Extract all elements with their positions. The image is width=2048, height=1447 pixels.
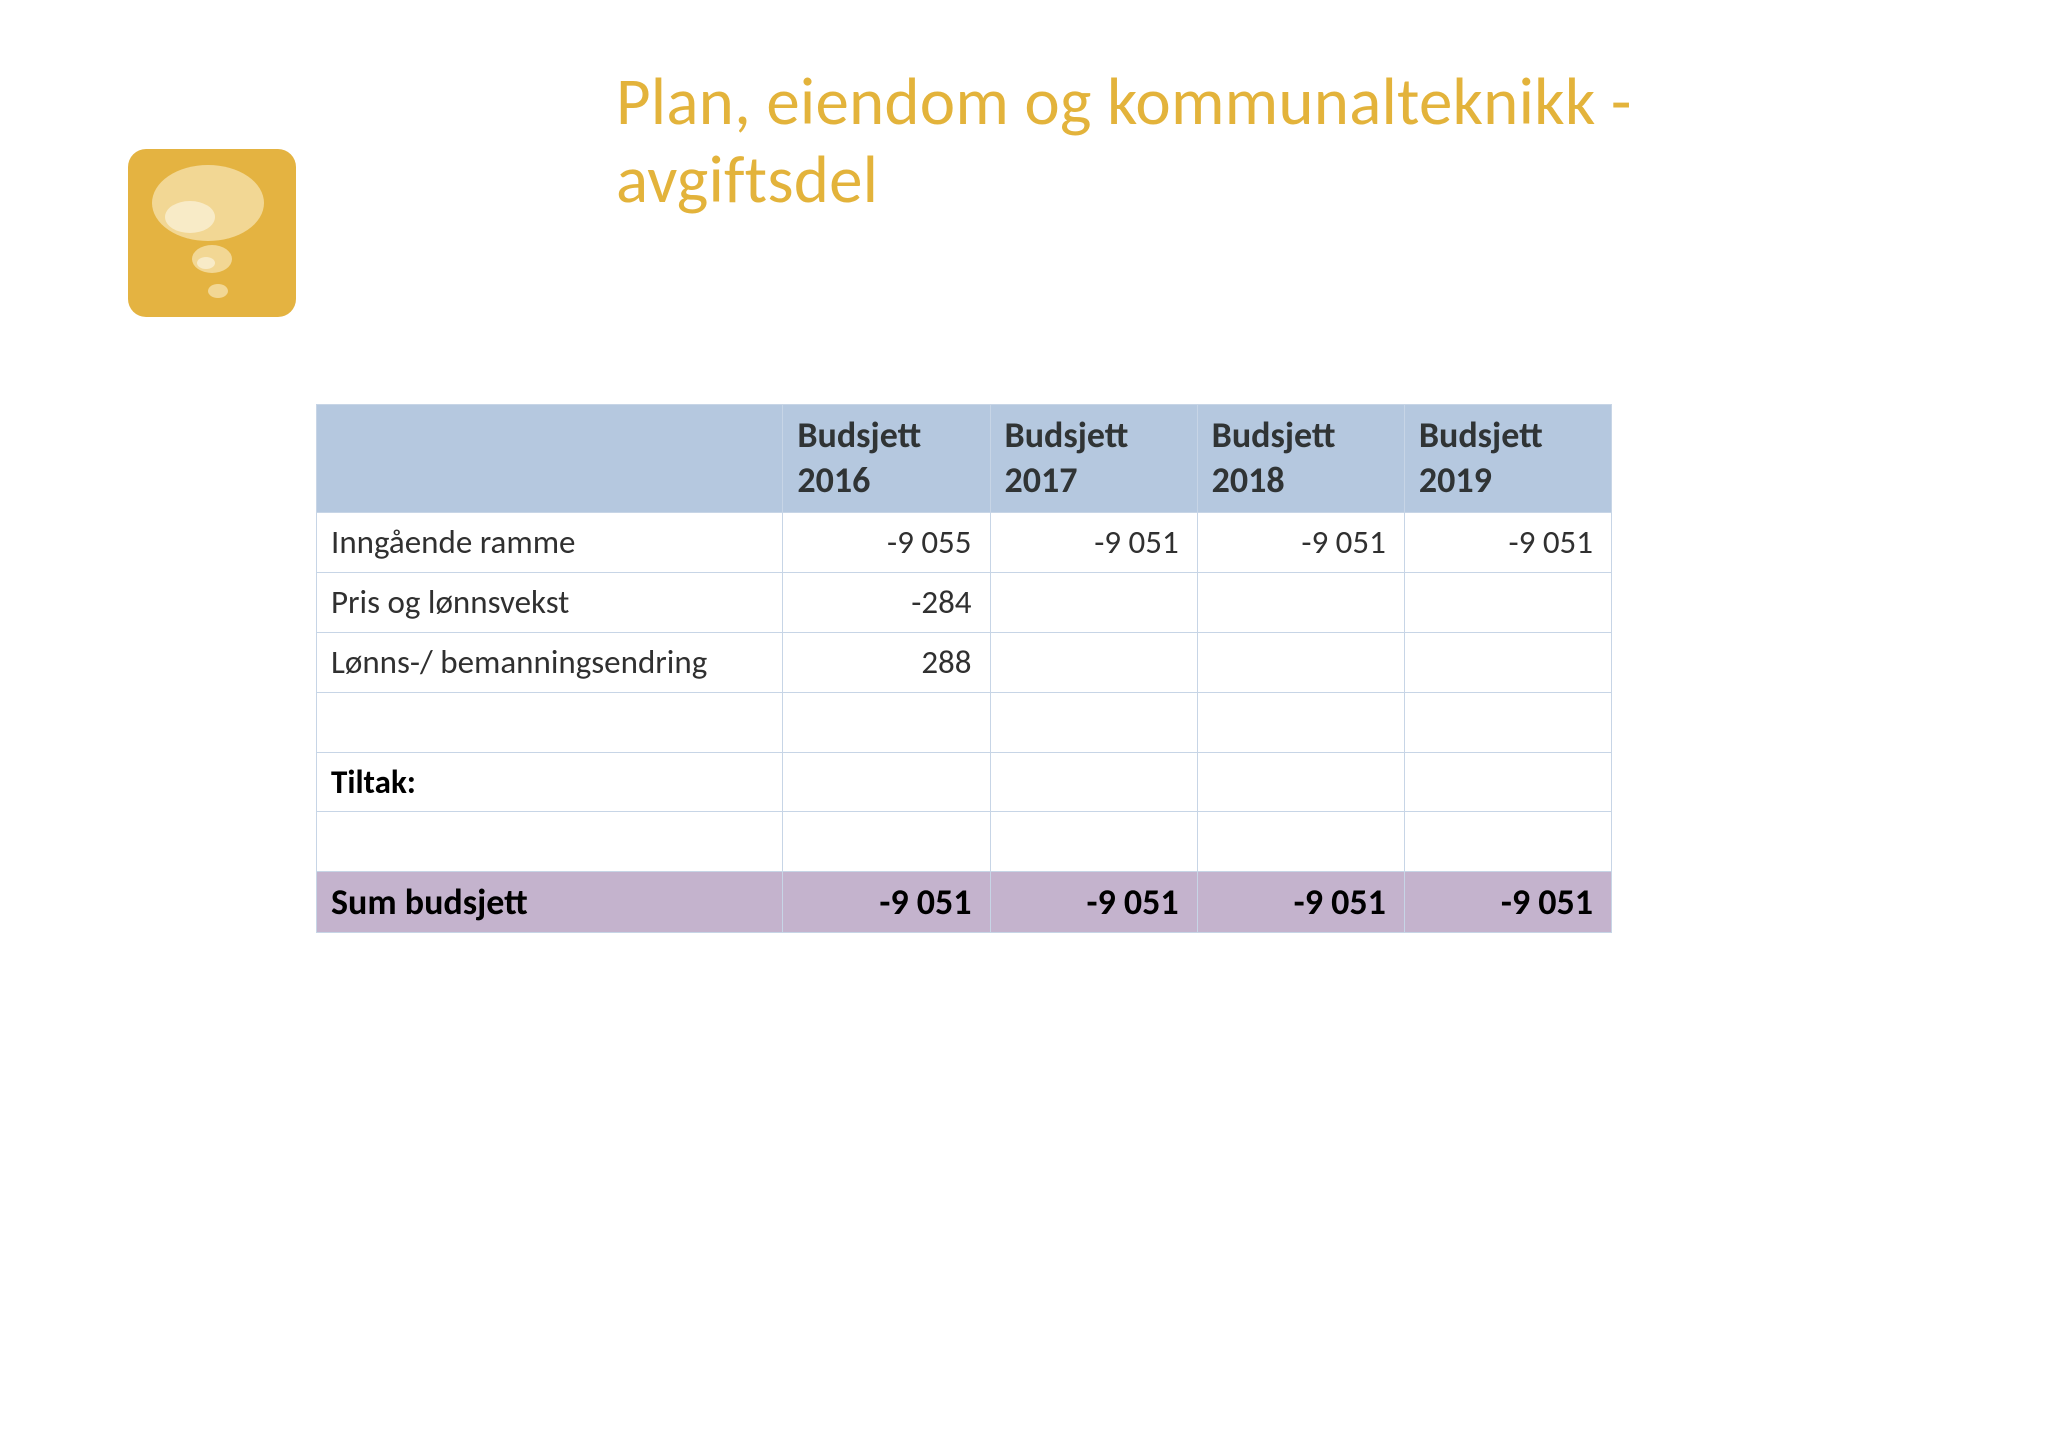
row-value: [990, 572, 1197, 632]
row-label: Pris og lønnsvekst: [317, 572, 783, 632]
row-value: -9 051: [1404, 513, 1611, 573]
row-value: -9 055: [783, 513, 990, 573]
row-value: [783, 812, 990, 872]
thought-bubble-icon: [128, 149, 296, 317]
row-value: [1404, 812, 1611, 872]
row-value: [1197, 812, 1404, 872]
row-value: [1404, 572, 1611, 632]
col-header-label: [317, 405, 783, 513]
row-value: [1404, 752, 1611, 812]
row-value: -9 051: [1197, 513, 1404, 573]
row-value: [1404, 632, 1611, 692]
footer-label: Sum budsjett: [317, 872, 783, 933]
budget-table: Budsjett 2016 Budsjett 2017 Budsjett 201…: [316, 404, 1612, 933]
table-row: Inngående ramme -9 055 -9 051 -9 051 -9 …: [317, 513, 1612, 573]
footer-value: -9 051: [1404, 872, 1611, 933]
col-header-2017: Budsjett 2017: [990, 405, 1197, 513]
footer-value: -9 051: [990, 872, 1197, 933]
row-value: [990, 692, 1197, 752]
table-body: Inngående ramme -9 055 -9 051 -9 051 -9 …: [317, 513, 1612, 872]
table-row: [317, 812, 1612, 872]
row-label: Tiltak:: [317, 752, 783, 812]
row-value: 288: [783, 632, 990, 692]
slide: Plan, eiendom og kommunalteknikk - avgif…: [0, 0, 2048, 1447]
footer-value: -9 051: [1197, 872, 1404, 933]
row-label: Lønns-/ bemanningsendring: [317, 632, 783, 692]
row-value: [990, 752, 1197, 812]
col-header-2019: Budsjett 2019: [1404, 405, 1611, 513]
row-value: [990, 812, 1197, 872]
col-header-2018: Budsjett 2018: [1197, 405, 1404, 513]
row-value: [1197, 752, 1404, 812]
row-value: -284: [783, 572, 990, 632]
row-value: [1197, 572, 1404, 632]
table-row: [317, 692, 1612, 752]
row-label: [317, 692, 783, 752]
row-label: Inngående ramme: [317, 513, 783, 573]
table-header: Budsjett 2016 Budsjett 2017 Budsjett 201…: [317, 405, 1612, 513]
row-value: [1197, 692, 1404, 752]
row-label: [317, 812, 783, 872]
row-value: [783, 752, 990, 812]
footer-value: -9 051: [783, 872, 990, 933]
row-value: -9 051: [990, 513, 1197, 573]
row-value: [1197, 632, 1404, 692]
row-value: [1404, 692, 1611, 752]
table-row: Tiltak:: [317, 752, 1612, 812]
table-footer: Sum budsjett -9 051 -9 051 -9 051 -9 051: [317, 872, 1612, 933]
table-row: Pris og lønnsvekst -284: [317, 572, 1612, 632]
row-value: [783, 692, 990, 752]
table-row: Lønns-/ bemanningsendring 288: [317, 632, 1612, 692]
col-header-2016: Budsjett 2016: [783, 405, 990, 513]
page-title: Plan, eiendom og kommunalteknikk - avgif…: [616, 62, 1656, 219]
row-value: [990, 632, 1197, 692]
